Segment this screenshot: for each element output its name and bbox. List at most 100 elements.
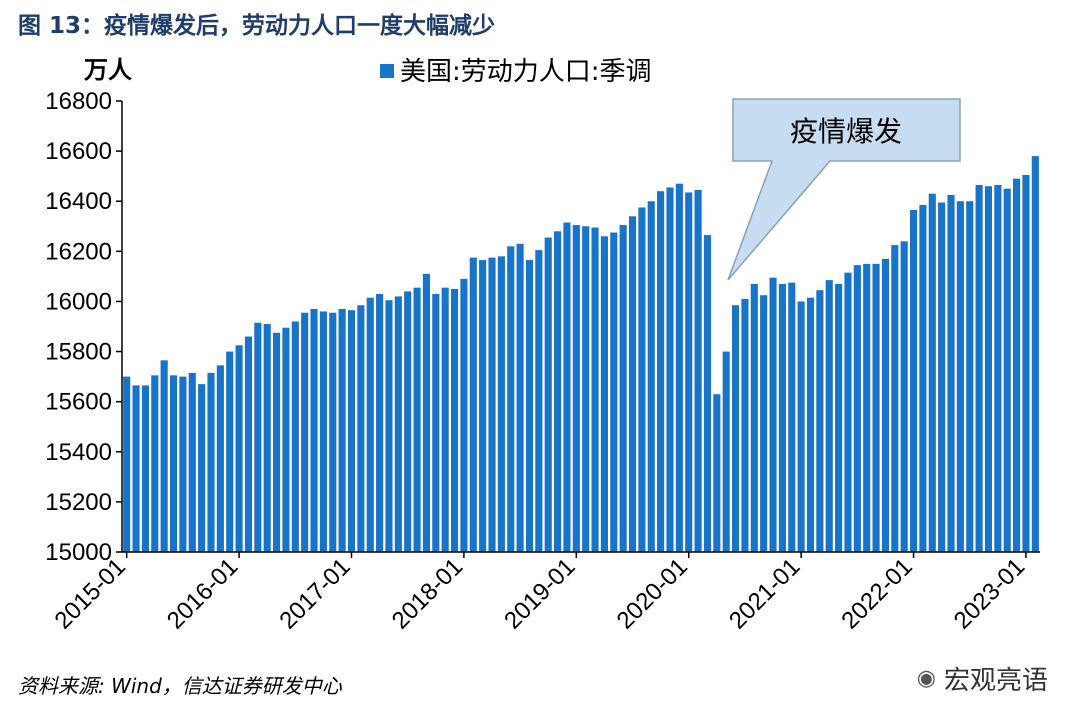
bar-2015-04	[151, 375, 159, 552]
bar-2015-10	[207, 372, 215, 552]
y-tick-label: 15600	[45, 389, 112, 416]
bar-2018-05	[497, 256, 505, 552]
bar-2017-10	[432, 293, 440, 552]
bar-2018-04	[488, 257, 496, 552]
x-tick-label: 2022-01	[836, 553, 917, 634]
bar-2020-01	[685, 192, 693, 552]
bar-2021-12	[900, 241, 908, 552]
bar-2019-05	[610, 232, 618, 553]
bar-2019-12	[675, 183, 683, 552]
bar-2016-12	[338, 308, 346, 552]
bar-2022-01	[909, 209, 918, 553]
y-tick-label: 16200	[45, 238, 112, 265]
bar-2015-02	[132, 385, 140, 552]
bar-2020-11	[778, 283, 786, 552]
bar-2016-07	[291, 321, 299, 552]
bar-2018-11	[554, 231, 562, 553]
x-tick-label: 2017-01	[274, 553, 355, 634]
bar-2020-08	[750, 283, 758, 552]
x-tick-label: 2023-01	[949, 553, 1030, 634]
bar-2017-04	[376, 293, 384, 552]
bar-2020-03	[703, 235, 712, 553]
y-tick-label: 16600	[45, 138, 112, 165]
bar-2021-04	[825, 280, 833, 552]
bar-2017-12	[450, 288, 459, 552]
annotation-callout: 疫情爆发	[727, 98, 961, 281]
bar-2016-04	[263, 323, 271, 552]
bar-2018-10	[544, 237, 552, 553]
bar-2018-09	[535, 250, 543, 552]
bar-2020-07	[741, 298, 749, 552]
y-tick-label: 15800	[45, 339, 112, 366]
bar-2019-11	[666, 187, 674, 552]
bar-2016-01	[235, 345, 243, 552]
x-tick-label: 2019-01	[499, 553, 580, 634]
bar-2022-08	[975, 184, 983, 552]
bar-2018-08	[525, 260, 534, 552]
bar-2022-03	[928, 193, 936, 552]
bar-2022-05	[947, 194, 955, 552]
legend-label: 美国:劳动力人口:季调	[400, 57, 652, 87]
bar-2016-09	[310, 308, 318, 552]
bar-2015-06	[169, 375, 178, 552]
bar-2019-03	[591, 227, 599, 552]
figure-title: 图 13：疫情爆发后，劳动力人口一度大幅减少	[18, 13, 496, 39]
bar-2016-10	[319, 311, 327, 552]
bar-2017-08	[413, 287, 421, 552]
bar-2016-05	[273, 332, 281, 552]
bar-2021-11	[891, 245, 899, 552]
bar-2018-01	[460, 278, 468, 552]
bar-2020-10	[769, 277, 777, 552]
bar-2022-06	[956, 201, 964, 552]
bar-2022-11	[1003, 188, 1011, 552]
bar-2021-05	[835, 283, 843, 552]
bar-2016-11	[329, 312, 337, 552]
bar-2020-09	[760, 295, 768, 552]
bar-2021-06	[844, 272, 852, 552]
bar-2019-02	[582, 226, 590, 552]
source-note: 资料来源: Wind，信达证券研发中心	[18, 674, 342, 698]
bar-2022-09	[984, 186, 993, 552]
bar-2021-10	[881, 258, 889, 552]
bar-2019-08	[638, 207, 646, 553]
bar-2016-03	[254, 322, 262, 552]
bar-2016-02	[244, 336, 253, 552]
bar-2019-07	[628, 216, 637, 552]
bar-2015-09	[198, 384, 206, 552]
bar-2022-12	[1013, 178, 1021, 553]
bar-2019-01	[572, 225, 580, 552]
x-tick-label: 2018-01	[387, 553, 468, 634]
watermark-label: 宏观亮语	[943, 666, 1048, 696]
bar-2015-03	[141, 385, 149, 552]
bar-2020-12	[788, 282, 796, 552]
y-tick-label: 16000	[45, 288, 112, 315]
bar-2016-06	[282, 327, 290, 552]
bar-2021-03	[816, 290, 824, 552]
y-tick-label: 15400	[45, 439, 112, 466]
callout-box	[727, 98, 961, 281]
bar-2017-07	[404, 291, 412, 552]
callout-label: 疫情爆发	[790, 115, 902, 148]
bar-2017-02	[357, 305, 365, 552]
bar-2020-06	[732, 305, 740, 552]
bar-2019-10	[657, 191, 665, 552]
bar-2015-08	[188, 372, 196, 552]
y-tick-label: 15200	[45, 489, 112, 516]
bar-2020-02	[694, 189, 702, 552]
bar-2018-07	[516, 243, 524, 552]
bar-2018-03	[479, 260, 487, 552]
bar-2020-04	[713, 394, 721, 552]
bar-2015-05	[160, 360, 168, 552]
bar-2017-03	[366, 297, 374, 552]
bar-2017-01	[347, 310, 356, 552]
bar-2018-12	[563, 222, 571, 552]
bar-2017-09	[422, 273, 430, 552]
legend: 美国:劳动力人口:季调	[380, 57, 652, 87]
bar-2022-04	[938, 202, 946, 552]
bar-2017-06	[394, 296, 402, 552]
bar-2023-02	[1031, 156, 1039, 552]
bar-2018-02	[469, 257, 477, 552]
bar-2016-08	[301, 312, 309, 552]
bar-2021-08	[863, 263, 871, 552]
